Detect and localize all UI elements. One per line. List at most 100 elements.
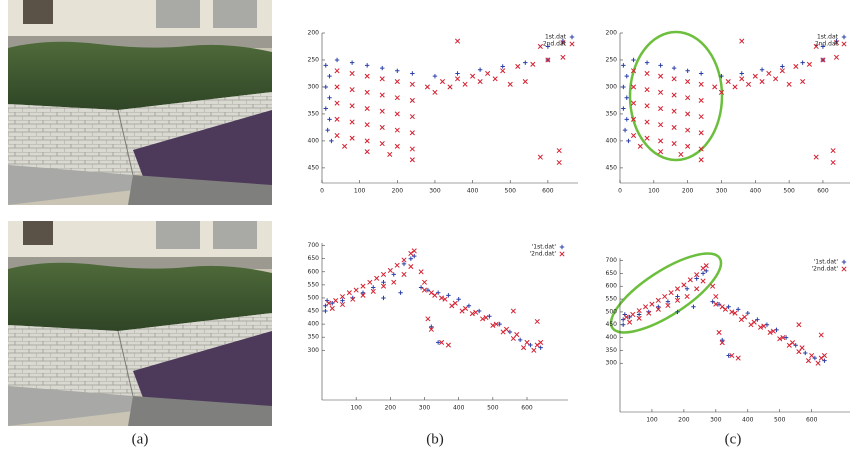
y-tick-label: 350 [308, 110, 320, 117]
point [387, 267, 393, 274]
caption: (b) [426, 431, 444, 447]
point [719, 73, 724, 79]
point [334, 84, 340, 90]
x-tick-label: 0 [320, 188, 324, 195]
point [428, 290, 434, 296]
y-tick-label: 400 [308, 137, 320, 144]
point [459, 308, 465, 314]
point [729, 309, 735, 315]
y-tick-label: 200 [308, 30, 320, 37]
point [780, 335, 786, 341]
point [630, 311, 636, 318]
point [381, 295, 386, 301]
point [658, 122, 664, 128]
point [830, 159, 836, 166]
point [684, 293, 690, 300]
point [658, 73, 664, 79]
point [510, 335, 516, 342]
point [818, 332, 824, 338]
point [830, 148, 836, 154]
point [537, 154, 543, 160]
point [456, 297, 461, 302]
point [381, 280, 386, 285]
point [813, 43, 819, 50]
x-tick-label: 500 [505, 188, 517, 195]
point [780, 64, 785, 69]
point [466, 303, 472, 308]
point [644, 87, 650, 93]
point [674, 297, 681, 303]
point [685, 111, 691, 117]
point [500, 329, 506, 335]
point [394, 79, 400, 85]
x-tick-label: 400 [467, 188, 479, 195]
point [671, 108, 677, 114]
point [334, 68, 340, 74]
point [684, 286, 690, 291]
point [503, 326, 510, 332]
point [455, 71, 460, 76]
point [360, 290, 366, 295]
legend-label: 2nd.dat [815, 41, 839, 48]
point [329, 305, 335, 311]
point [698, 157, 704, 163]
y-tick-label: 350 [606, 347, 618, 354]
y-tick-label: 450 [606, 164, 618, 171]
point [349, 135, 355, 141]
point [643, 304, 649, 310]
point [379, 108, 385, 114]
point [323, 303, 328, 308]
point [425, 287, 431, 293]
point [712, 84, 718, 90]
point [327, 117, 332, 122]
point [630, 100, 637, 106]
point [685, 127, 691, 133]
point [374, 275, 380, 281]
point [409, 146, 415, 152]
point [718, 89, 725, 95]
point [480, 316, 486, 322]
point [394, 111, 400, 117]
point [626, 138, 631, 144]
point [360, 292, 366, 298]
point [545, 57, 551, 63]
point [658, 89, 664, 95]
point [454, 76, 461, 82]
point [492, 76, 498, 82]
x-tick-label: 200 [385, 405, 397, 412]
point [624, 117, 629, 122]
point [732, 84, 738, 90]
point [658, 63, 663, 68]
point [408, 256, 414, 261]
x-tick-label: 600 [817, 188, 829, 195]
point [325, 127, 330, 133]
point [644, 135, 650, 141]
point [833, 40, 840, 46]
point [439, 339, 445, 345]
point [675, 309, 680, 315]
point [700, 271, 706, 276]
point [662, 293, 668, 300]
point [739, 71, 744, 76]
point [815, 360, 821, 366]
point [796, 322, 802, 328]
legend-marker [569, 34, 575, 40]
point [812, 355, 818, 361]
point [432, 292, 438, 298]
point [623, 314, 629, 320]
legend-label: '2nd.dat' [812, 266, 839, 273]
point [409, 130, 415, 136]
point [620, 317, 626, 322]
point [449, 303, 455, 309]
point [469, 311, 475, 317]
point [748, 322, 754, 328]
y-tick-label: 650 [606, 270, 618, 277]
x-tick-label: 400 [742, 417, 754, 424]
point [621, 63, 626, 68]
point [439, 79, 446, 85]
point [687, 277, 693, 283]
point [349, 87, 355, 93]
y-tick-label: 650 [308, 255, 320, 262]
